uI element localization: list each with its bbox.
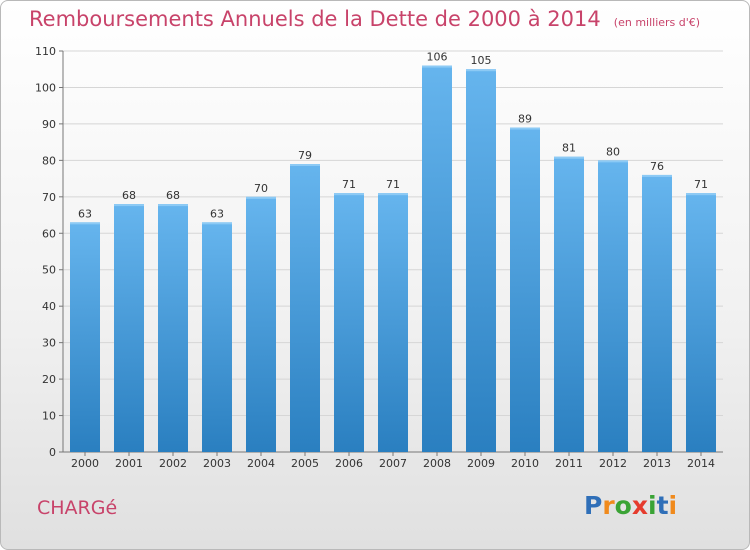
commune-name: CHARGé: [37, 497, 118, 519]
x-tick-label-2004: 2004: [247, 457, 275, 470]
y-tick-label: 60: [42, 227, 56, 240]
x-tick-label-2011: 2011: [555, 457, 583, 470]
bar-2014: [686, 193, 716, 452]
x-tick-label-2003: 2003: [203, 457, 231, 470]
bar-top-highlight: [554, 156, 584, 159]
y-tick-label: 0: [49, 446, 56, 459]
logo-letter: o: [614, 491, 632, 520]
y-tick-label: 40: [42, 300, 56, 313]
x-tick-label-2012: 2012: [599, 457, 627, 470]
bar-top-highlight: [510, 127, 540, 130]
x-tick-label-2014: 2014: [687, 457, 715, 470]
logo-letter: t: [656, 491, 669, 520]
bar-top-highlight: [598, 160, 628, 163]
data-label-2012: 80: [606, 145, 620, 158]
bar-2008: [422, 65, 452, 452]
bar-2005: [290, 164, 320, 452]
data-labels: 63 68 68 63 70 79 71 71 106 105 89 81 80 76 71: [78, 51, 708, 221]
bar-top-highlight: [202, 222, 232, 225]
data-label-2000: 63: [78, 207, 92, 220]
bar-2001: [114, 204, 144, 452]
data-label-2005: 79: [298, 149, 312, 162]
bar-top-highlight: [114, 204, 144, 207]
bar-2000: [70, 222, 100, 452]
x-tick-label-2013: 2013: [643, 457, 671, 470]
data-label-2006: 71: [342, 178, 356, 191]
logo-letter: i: [648, 491, 657, 520]
x-tick-label-2007: 2007: [379, 457, 407, 470]
chart-title: Remboursements Annuels de la Dette de 20…: [29, 7, 700, 31]
data-label-2003: 63: [210, 207, 224, 220]
y-tick-label: 70: [42, 191, 56, 204]
bar-top-highlight: [466, 69, 496, 72]
bar-top-highlight: [246, 196, 276, 199]
data-label-2002: 68: [166, 189, 180, 202]
chart-title-main: Remboursements Annuels de la Dette de 20…: [29, 7, 601, 31]
data-label-2007: 71: [386, 178, 400, 191]
y-tick-label: 110: [35, 45, 56, 58]
bar-top-highlight: [642, 174, 672, 177]
data-label-2011: 81: [562, 142, 576, 155]
bar-2002: [158, 204, 188, 452]
x-tick-labels: 2000 2001 2002 2003 2004 2005 2006 2007 2008 2009…: [71, 452, 715, 470]
x-tick-label-2002: 2002: [159, 457, 187, 470]
x-tick-label-2009: 2009: [467, 457, 495, 470]
bars: [70, 65, 716, 453]
data-label-2013: 76: [650, 160, 664, 173]
x-tick-label-2008: 2008: [423, 457, 451, 470]
bar-top-highlight: [686, 193, 716, 196]
bar-top-highlight: [70, 222, 100, 225]
proxiti-logo[interactable]: Proxiti: [584, 491, 677, 520]
y-tick-label: 10: [42, 410, 56, 423]
data-label-2001: 68: [122, 189, 136, 202]
data-label-2014: 71: [694, 178, 708, 191]
bar-2010: [510, 127, 540, 453]
bar-2009: [466, 69, 496, 453]
bar-top-highlight: [334, 193, 364, 196]
x-tick-label-2005: 2005: [291, 457, 319, 470]
data-label-2004: 70: [254, 182, 268, 195]
data-label-2009: 105: [471, 54, 492, 67]
y-tick-label: 20: [42, 373, 56, 386]
bar-top-highlight: [422, 65, 452, 68]
bar-top-highlight: [290, 164, 320, 167]
chart-unit: (en milliers d'€): [613, 16, 701, 29]
y-tick-label: 30: [42, 337, 56, 350]
logo-letter: i: [668, 491, 678, 520]
bar-2004: [246, 196, 276, 452]
x-tick-label-2000: 2000: [71, 457, 99, 470]
bar-2013: [642, 174, 672, 453]
bar-2007: [378, 193, 408, 452]
logo-letter: P: [584, 491, 603, 520]
data-label-2008: 106: [427, 51, 448, 64]
data-label-2010: 89: [518, 113, 532, 126]
y-tick-labels: 0 10 20 30 40 50 60 70 80 90 100 110: [35, 45, 56, 459]
logo-letter: r: [602, 491, 615, 520]
bar-2012: [598, 160, 628, 452]
bar-2003: [202, 222, 232, 452]
bar-2011: [554, 156, 584, 452]
y-tick-label: 90: [42, 118, 56, 131]
x-tick-label-2006: 2006: [335, 457, 363, 470]
x-tick-label-2010: 2010: [511, 457, 539, 470]
logo-letter: x: [631, 491, 648, 520]
bar-top-highlight: [378, 193, 408, 196]
x-tick-label-2001: 2001: [115, 457, 143, 470]
y-tick-label: 80: [42, 154, 56, 167]
bar-2006: [334, 193, 364, 452]
y-tick-label: 50: [42, 264, 56, 277]
y-tick-label: 100: [35, 81, 56, 94]
bar-top-highlight: [158, 204, 188, 207]
